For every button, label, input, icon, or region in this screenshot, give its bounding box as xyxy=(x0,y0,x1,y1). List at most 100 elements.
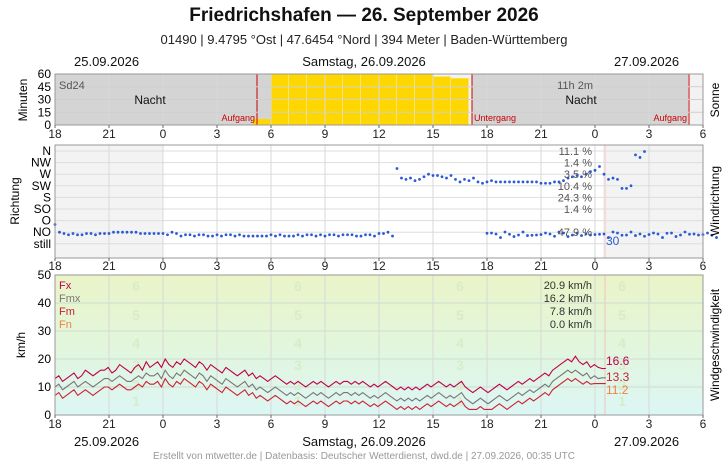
direction-point xyxy=(148,232,151,235)
direction-point xyxy=(170,230,174,234)
direction-point xyxy=(616,231,619,235)
direction-point xyxy=(292,234,295,238)
direction-point xyxy=(530,233,534,237)
beaufort-label: 5 xyxy=(618,307,626,323)
x-tick-label: 15 xyxy=(426,127,440,141)
direction-point xyxy=(130,230,133,234)
direction-point xyxy=(580,175,583,179)
direction-point xyxy=(386,230,390,234)
direction-point xyxy=(175,232,178,235)
direction-point xyxy=(296,233,300,237)
direction-point xyxy=(584,232,588,236)
direction-point xyxy=(373,234,376,238)
direction-point xyxy=(332,233,336,237)
direction-point xyxy=(269,233,273,237)
date-left-top: 25.09.2026 xyxy=(74,54,140,69)
direction-point xyxy=(134,230,138,234)
page-title: Friedrichshafen — 26. September 2026 xyxy=(189,5,539,26)
direction-point xyxy=(224,233,228,237)
direction-point xyxy=(256,234,259,238)
speed-summary-value: 7.8 km/h xyxy=(550,306,592,318)
direction-point xyxy=(184,233,187,237)
direction-point xyxy=(80,233,84,237)
direction-point xyxy=(211,234,214,238)
direction-point xyxy=(125,230,129,234)
direction-point xyxy=(598,165,601,168)
direction-point xyxy=(638,232,642,236)
direction-point xyxy=(571,233,574,237)
direction-point xyxy=(706,231,709,235)
direction-point xyxy=(265,234,268,238)
direction-point xyxy=(616,177,619,181)
direction-point xyxy=(521,180,525,184)
direction-point xyxy=(445,176,448,180)
direction-point xyxy=(602,172,606,176)
date-right-bottom: 27.09.2026 xyxy=(614,434,680,449)
direction-point xyxy=(481,181,484,185)
direction-point xyxy=(112,230,115,234)
direction-point xyxy=(526,234,529,237)
direction-point xyxy=(220,234,223,238)
direction-share-label: 47.9 % xyxy=(558,227,592,239)
direction-point xyxy=(233,234,237,238)
direction-point xyxy=(350,233,354,237)
direction-point xyxy=(620,233,624,237)
direction-point xyxy=(611,230,615,234)
direction-point xyxy=(535,180,538,184)
x-tick-label: 21 xyxy=(534,417,548,431)
beaufort-label: 4 xyxy=(132,335,140,351)
direction-point xyxy=(530,180,534,184)
speed-end-label: 11.2 xyxy=(606,383,629,397)
direction-point xyxy=(409,176,412,180)
beaufort-label: 4 xyxy=(456,335,464,351)
direction-point xyxy=(139,232,142,235)
sunshine-corner-left: Sd24 xyxy=(59,80,85,92)
direction-point xyxy=(152,232,156,235)
legend-entry: Fx xyxy=(59,280,72,292)
beaufort-label: 5 xyxy=(294,307,302,323)
x-tick-label: 12 xyxy=(372,259,386,273)
direction-point xyxy=(629,184,633,188)
direction-point xyxy=(436,174,439,177)
direction-point xyxy=(346,233,349,237)
direction-point xyxy=(103,232,106,235)
speed-summary-value: 16.2 km/h xyxy=(544,293,592,305)
direction-point xyxy=(427,172,430,176)
direction-category-label: S xyxy=(43,190,51,204)
direction-point xyxy=(337,234,340,238)
direction-point xyxy=(188,233,192,237)
beaufort-label: 2 xyxy=(294,377,302,393)
beaufort-label: 6 xyxy=(294,278,302,294)
direction-point xyxy=(521,230,525,234)
direction-point xyxy=(382,232,385,235)
direction-point xyxy=(251,234,255,238)
beaufort-label: 1 xyxy=(456,393,464,409)
direction-point xyxy=(593,168,597,172)
direction-point xyxy=(341,233,345,237)
speed-summary-value: 20.9 km/h xyxy=(544,280,592,292)
x-tick-label: 18 xyxy=(480,417,494,431)
direction-point xyxy=(562,179,565,183)
date-right-top: 27.09.2026 xyxy=(614,54,680,69)
x-tick-label: 6 xyxy=(700,127,707,141)
sunrise-label-next: Aufgang xyxy=(653,113,687,123)
direction-point xyxy=(656,232,660,236)
direction-point xyxy=(517,180,520,184)
x-tick-label: 3 xyxy=(214,259,221,273)
direction-night-right xyxy=(603,145,703,258)
direction-point xyxy=(643,234,646,238)
legend-entry: Fn xyxy=(59,319,72,331)
direction-point xyxy=(404,177,408,181)
beaufort-label: 6 xyxy=(618,278,626,294)
direction-point xyxy=(62,232,66,235)
x-tick-label: 21 xyxy=(102,127,116,141)
direction-point xyxy=(314,234,318,238)
direction-point xyxy=(679,233,682,237)
x-tick-label: 0 xyxy=(592,417,599,431)
direction-share-label: 10.4 % xyxy=(558,181,592,193)
x-tick-label: 6 xyxy=(268,127,275,141)
night-label-left: Nacht xyxy=(134,93,166,107)
direction-point xyxy=(359,234,363,238)
y-tick-label: 30 xyxy=(38,93,52,107)
